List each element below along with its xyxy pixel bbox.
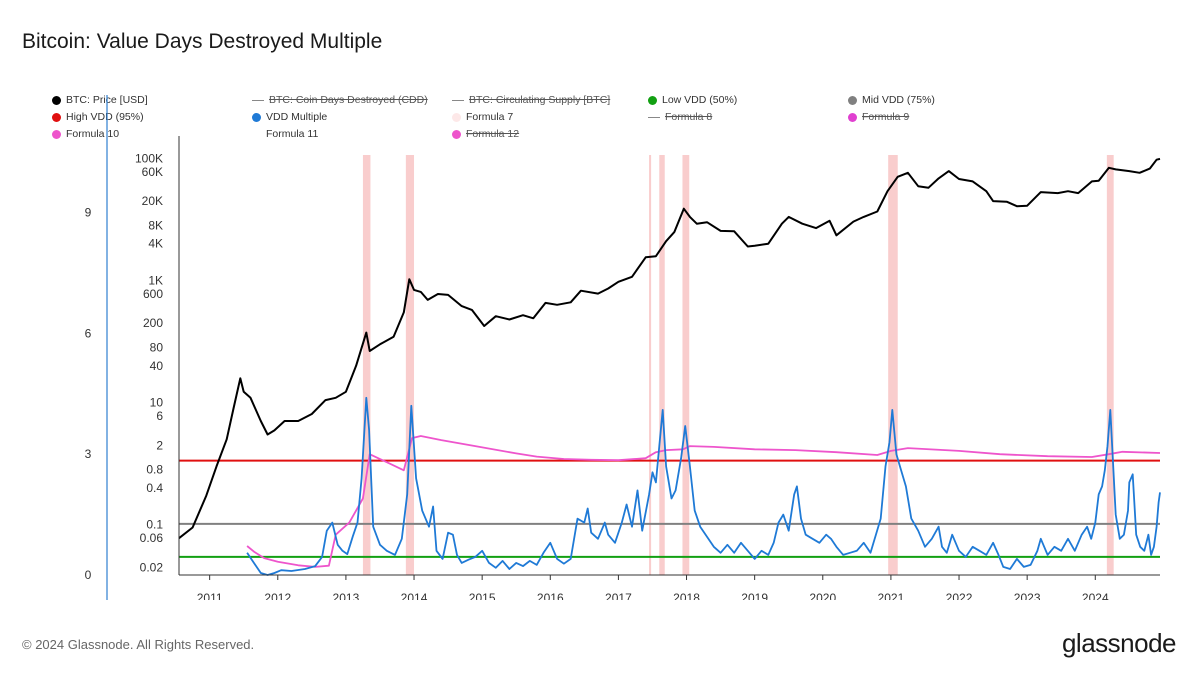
x-tick-label: 2019 (741, 591, 768, 600)
x-tick-label: 2021 (878, 591, 905, 600)
right-y-tick-label: 1K (148, 273, 163, 287)
x-tick-label: 2024 (1082, 591, 1109, 600)
legend-dot-swatch (848, 95, 857, 105)
x-tick-label: 2012 (264, 591, 291, 600)
right-y-tick-label: 20K (142, 194, 163, 208)
legend-line-swatch (252, 99, 264, 101)
left-y-tick-label: 3 (85, 447, 92, 461)
x-tick-label: 2023 (1014, 591, 1041, 600)
right-y-tick-label: 2 (156, 438, 163, 452)
x-tick-label: 2020 (809, 591, 836, 600)
legend-label: Formula 11 (266, 128, 319, 140)
left-y-tick-label: 6 (85, 326, 92, 340)
legend-item[interactable]: Mid VDD (75%) (848, 94, 935, 106)
legend-label: Formula 8 (665, 111, 713, 123)
right-y-tick-label: 0.06 (140, 531, 164, 545)
chart-title: Bitcoin: Value Days Destroyed Multiple (22, 30, 383, 53)
legend-label: BTC: Coin Days Destroyed (CDD) (269, 94, 428, 106)
legend-label: Formula 12 (466, 128, 520, 140)
legend-dot-swatch (452, 112, 461, 122)
highlight-band (649, 155, 652, 575)
right-y-tick-label: 200 (143, 316, 163, 330)
legend-dot-swatch (252, 129, 261, 139)
highlight-band (362, 155, 371, 575)
legend-item[interactable]: Formula 10 (52, 128, 119, 140)
legend-item[interactable]: Formula 7 (452, 111, 513, 123)
left-y-tick-label: 0 (85, 568, 92, 582)
right-y-tick-label: 8K (148, 218, 163, 232)
right-y-tick-label: 10 (150, 396, 164, 410)
x-tick-label: 2013 (333, 591, 360, 600)
legend-dot-swatch (52, 112, 61, 122)
right-y-tick-label: 0.4 (146, 481, 163, 495)
x-tick-label: 2014 (401, 591, 428, 600)
brand-logo: glassnode (1061, 628, 1177, 658)
legend-dot-swatch (452, 129, 461, 139)
x-tick-label: 2011 (197, 591, 223, 600)
right-y-tick-label: 100K (135, 151, 163, 165)
series-line (246, 396, 1161, 576)
highlight-band (682, 155, 690, 575)
right-y-tick-label: 0.1 (146, 518, 163, 532)
right-y-tick-label: 80 (150, 340, 164, 354)
series-lines (178, 157, 1161, 576)
legend-dot-swatch (52, 129, 61, 139)
legend-dot-swatch (252, 112, 261, 122)
x-tick-label: 2015 (469, 591, 496, 600)
legend-line-swatch (648, 116, 660, 118)
right-y-tick-label: 600 (143, 287, 163, 301)
highlight-band (405, 155, 415, 575)
right-y-tick-label: 0.02 (140, 560, 164, 574)
x-tick-label: 2017 (605, 591, 632, 600)
legend-label: VDD Multiple (266, 111, 328, 123)
legend-dot-swatch (848, 112, 857, 122)
legend-dot-swatch (52, 95, 61, 105)
left-y-tick-label: 9 (85, 206, 92, 220)
legend-label: Mid VDD (75%) (862, 94, 935, 106)
highlight-band (659, 155, 665, 575)
x-tick-label: 2022 (946, 591, 973, 600)
right-y-tick-label: 40 (150, 359, 164, 373)
legend-dot-swatch (648, 95, 657, 105)
axes: 2011 2012 2013 2014 2015 2016 2017 2018 2019 2020… (85, 95, 1160, 600)
legend-label: BTC: Circulating Supply [BTC] (469, 94, 611, 106)
legend-label: High VDD (95%) (66, 111, 144, 123)
legend-item[interactable]: Formula 8 (648, 111, 712, 123)
legend-item[interactable]: Low VDD (50%) (648, 94, 737, 106)
series-line (178, 157, 1161, 539)
highlight-band (1106, 155, 1114, 575)
series-line (246, 435, 1161, 568)
legend-label: Low VDD (50%) (662, 94, 738, 106)
legend-item[interactable]: Formula 12 (452, 128, 519, 140)
x-tick-label: 2016 (537, 591, 564, 600)
highlight-band (888, 155, 898, 575)
threshold-lines (179, 459, 1160, 558)
legend-item[interactable]: Formula 11 (252, 128, 318, 140)
legend-item[interactable]: Formula 9 (848, 111, 909, 123)
copyright-footer: © 2024 Glassnode. All Rights Reserved. (22, 637, 255, 652)
legend-label: Formula 7 (466, 111, 514, 123)
right-y-tick-label: 0.8 (146, 463, 163, 477)
legend-line-swatch (452, 99, 464, 101)
legend-label: Formula 9 (862, 111, 910, 123)
right-y-tick-label: 4K (148, 237, 163, 251)
right-y-tick-label: 60K (142, 165, 163, 179)
legend-item[interactable]: BTC: Circulating Supply [BTC] (452, 94, 610, 106)
legend-label: Formula 10 (66, 128, 120, 140)
chart: 2011 2012 2013 2014 2015 2016 2017 2018 2019 2020… (85, 95, 1161, 600)
legend-item[interactable]: High VDD (95%) (52, 111, 144, 123)
right-y-tick-label: 6 (156, 409, 163, 423)
legend-item[interactable]: VDD Multiple (252, 111, 327, 123)
highlight-bands (362, 155, 1114, 575)
legend-item[interactable]: BTC: Coin Days Destroyed (CDD) (252, 94, 428, 106)
x-tick-label: 2018 (673, 591, 700, 600)
